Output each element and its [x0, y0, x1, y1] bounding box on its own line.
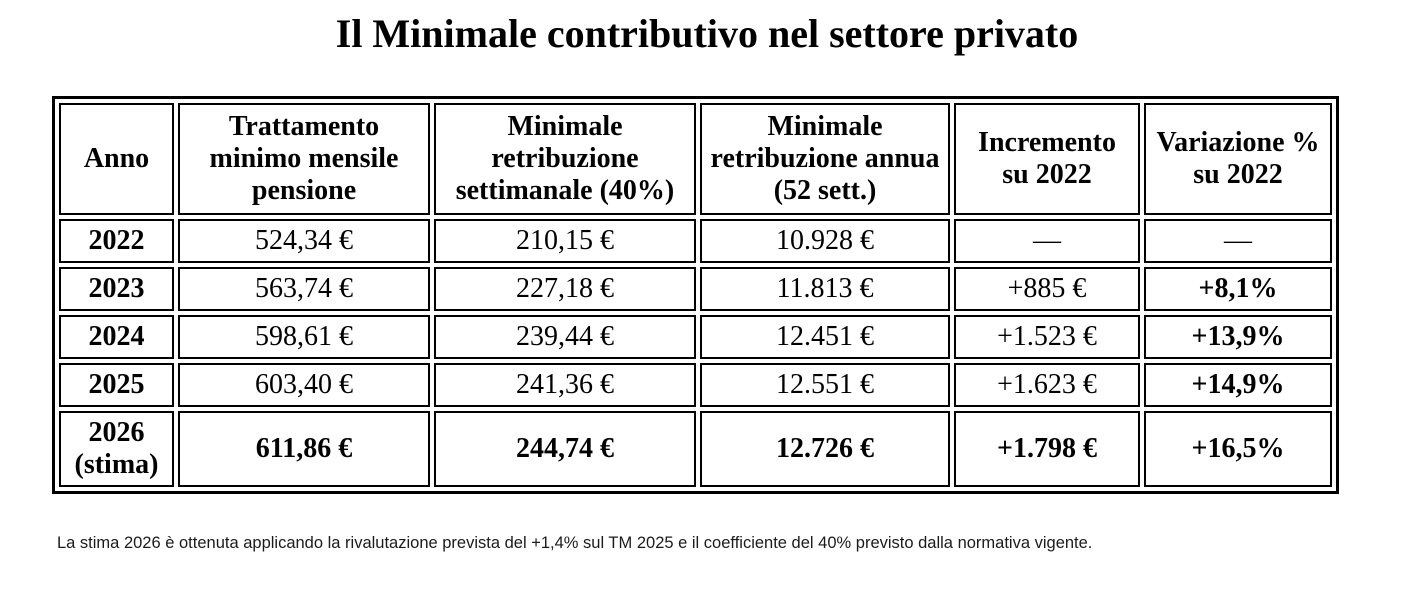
cell-settimanale: 244,74 € — [434, 411, 696, 487]
cell-variazione: — — [1144, 219, 1332, 263]
column-header-minimale-annua: Minimale retribuzione annua (52 sett.) — [700, 103, 950, 215]
cell-variazione: +16,5% — [1144, 411, 1332, 487]
cell-anno: 2024 — [59, 315, 174, 359]
cell-variazione: +13,9% — [1144, 315, 1332, 359]
cell-anno: 2022 — [59, 219, 174, 263]
cell-trattamento: 598,61 € — [178, 315, 430, 359]
cell-annua: 12.726 € — [700, 411, 950, 487]
cell-incremento: +1.798 € — [954, 411, 1140, 487]
cell-annua: 11.813 € — [700, 267, 950, 311]
cell-annua: 12.451 € — [700, 315, 950, 359]
cell-incremento: +1.523 € — [954, 315, 1140, 359]
table-row-2026-stima: 2026 (stima) 611,86 € 244,74 € 12.726 € … — [59, 411, 1332, 487]
cell-trattamento: 603,40 € — [178, 363, 430, 407]
cell-trattamento: 524,34 € — [178, 219, 430, 263]
cell-settimanale: 227,18 € — [434, 267, 696, 311]
cell-anno: 2023 — [59, 267, 174, 311]
cell-settimanale: 210,15 € — [434, 219, 696, 263]
cell-incremento: +1.623 € — [954, 363, 1140, 407]
cell-variazione: +8,1% — [1144, 267, 1332, 311]
minimale-contributivo-table: Anno Trattamento minimo mensile pensione… — [52, 96, 1339, 494]
cell-settimanale: 239,44 € — [434, 315, 696, 359]
column-header-variazione: Variazione % su 2022 — [1144, 103, 1332, 215]
table-row-2022: 2022 524,34 € 210,15 € 10.928 € — — — [59, 219, 1332, 263]
table-row-2024: 2024 598,61 € 239,44 € 12.451 € +1.523 €… — [59, 315, 1332, 359]
column-header-anno: Anno — [59, 103, 174, 215]
table-row-2025: 2025 603,40 € 241,36 € 12.551 € +1.623 €… — [59, 363, 1332, 407]
table-header-row: Anno Trattamento minimo mensile pensione… — [59, 103, 1332, 215]
cell-annua: 12.551 € — [700, 363, 950, 407]
cell-anno: 2025 — [59, 363, 174, 407]
column-header-trattamento-minimo: Trattamento minimo mensile pensione — [178, 103, 430, 215]
cell-incremento: +885 € — [954, 267, 1140, 311]
cell-trattamento: 611,86 € — [178, 411, 430, 487]
column-header-minimale-settimanale: Minimale retribuzione settimanale (40%) — [434, 103, 696, 215]
column-header-incremento: Incremento su 2022 — [954, 103, 1140, 215]
table-row-2023: 2023 563,74 € 227,18 € 11.813 € +885 € +… — [59, 267, 1332, 311]
footnote-text: La stima 2026 è ottenuta applicando la r… — [57, 534, 1093, 552]
cell-trattamento: 563,74 € — [178, 267, 430, 311]
cell-anno: 2026 (stima) — [59, 411, 174, 487]
page-title: Il Minimale contributivo nel settore pri… — [335, 11, 1079, 56]
cell-annua: 10.928 € — [700, 219, 950, 263]
cell-settimanale: 241,36 € — [434, 363, 696, 407]
cell-variazione: +14,9% — [1144, 363, 1332, 407]
cell-incremento: — — [954, 219, 1140, 263]
